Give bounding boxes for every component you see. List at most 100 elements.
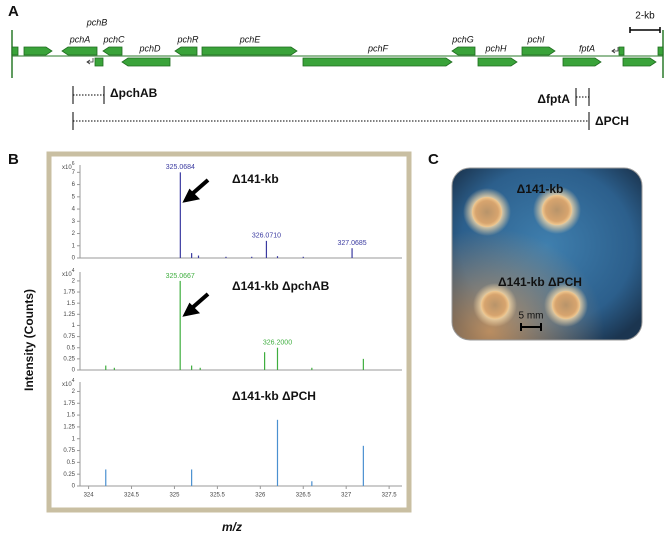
y-multiplier: x104 xyxy=(62,378,75,387)
peak-label: 326.2000 xyxy=(263,340,292,347)
y-tick-label: 1.5 xyxy=(67,413,76,419)
y-tick-label: 0 xyxy=(72,368,76,374)
y-tick-label: 2 xyxy=(72,231,76,237)
gene-label: pchA xyxy=(69,34,91,44)
gene-label: pchF xyxy=(367,43,389,53)
panel-label: A xyxy=(8,3,19,20)
promoter xyxy=(611,47,619,54)
multiplier-exp: 4 xyxy=(72,378,75,384)
y-tick-label: 5 xyxy=(72,194,76,200)
y-tick-label: 1.25 xyxy=(63,424,75,430)
x-tick-label: 324 xyxy=(84,493,95,499)
gene-label: pchC xyxy=(102,34,125,44)
gene xyxy=(174,46,198,56)
y-axis-label: Intensity (Counts) xyxy=(22,289,36,391)
y-tick-label: 0.25 xyxy=(63,472,75,478)
y-multiplier: x104 xyxy=(62,268,75,277)
y-tick-label: 1 xyxy=(72,323,76,329)
gene-label: pchR xyxy=(176,34,199,44)
y-tick-label: 0.5 xyxy=(67,345,76,351)
gene xyxy=(618,46,625,56)
y-multiplier: x106 xyxy=(62,161,75,170)
scale-bar xyxy=(629,27,661,33)
arrow xyxy=(182,292,210,317)
multiplier-base: x10 xyxy=(62,272,72,278)
x-tick-label: 327 xyxy=(341,493,352,499)
y-tick-label: 0.25 xyxy=(63,356,75,362)
peak-label: 325.0684 xyxy=(166,164,195,171)
y-tick-label: 0.75 xyxy=(63,334,75,340)
deletion-label: ΔPCH xyxy=(595,114,629,128)
gene xyxy=(521,46,556,56)
x-tick-label: 326 xyxy=(255,493,266,499)
gene xyxy=(451,46,476,56)
multiplier-exp: 6 xyxy=(72,161,75,167)
y-tick-label: 6 xyxy=(72,182,76,188)
spectra-frame xyxy=(46,151,412,513)
y-tick-label: 0.5 xyxy=(67,460,76,466)
multiplier-base: x10 xyxy=(62,165,72,171)
gene xyxy=(102,46,123,56)
photo-label: Δ141-kb ΔPCH xyxy=(498,275,582,289)
x-tick-label: 327.5 xyxy=(382,493,398,499)
gene xyxy=(121,57,171,67)
gene xyxy=(23,46,53,56)
gene xyxy=(477,57,518,67)
panel-label: C xyxy=(428,151,439,168)
y-tick-label: 0 xyxy=(72,484,76,490)
deletion-label: ΔfptA xyxy=(537,92,570,106)
gene-label: fptA xyxy=(579,43,595,53)
gene xyxy=(657,46,664,56)
gene xyxy=(562,57,602,67)
gene-label: pchB xyxy=(86,17,108,27)
deletion-label: ΔpchAB xyxy=(110,86,158,100)
peak-label: 326.0710 xyxy=(252,233,281,240)
spectrum-title: Δ141-kb xyxy=(232,172,279,186)
spectrum-title: Δ141-kb ΔPCH xyxy=(232,389,316,403)
plate-border xyxy=(451,167,643,341)
y-tick-label: 1.75 xyxy=(63,290,75,296)
gene xyxy=(61,46,98,56)
arrow xyxy=(182,178,210,203)
y-tick-label: 2 xyxy=(72,389,76,395)
multiplier-base: x10 xyxy=(62,382,72,388)
gene xyxy=(94,57,104,67)
gene-label: pchG xyxy=(451,34,474,44)
plate-photo xyxy=(452,168,642,340)
y-tick-label: 1.25 xyxy=(63,312,75,318)
x-tick-label: 324.5 xyxy=(124,493,140,499)
panel-label: B xyxy=(8,151,19,168)
gene-label: pchI xyxy=(526,34,545,44)
x-tick-label: 325 xyxy=(169,493,180,499)
y-tick-label: 0 xyxy=(72,256,76,262)
peak-label: 325.0667 xyxy=(166,273,195,280)
scale-label: 5 mm xyxy=(519,311,544,322)
scale-bar xyxy=(520,323,542,331)
x-tick-label: 326.5 xyxy=(296,493,312,499)
y-tick-label: 1 xyxy=(72,243,76,249)
multiplier-exp: 4 xyxy=(72,268,75,274)
x-axis-label: m/z xyxy=(222,520,242,534)
y-tick-label: 3 xyxy=(72,219,76,225)
peak-label: 327.0685 xyxy=(337,240,366,247)
y-tick-label: 4 xyxy=(72,207,76,213)
y-tick-label: 7 xyxy=(72,170,76,176)
gene-label: pchH xyxy=(484,43,507,53)
y-tick-label: 1.75 xyxy=(63,401,75,407)
scale-label: 2-kb xyxy=(635,11,655,22)
y-tick-label: 2 xyxy=(72,278,76,284)
y-tick-label: 0.75 xyxy=(63,448,75,454)
promoter xyxy=(86,58,94,65)
gene xyxy=(302,57,453,67)
gene xyxy=(201,46,298,56)
gene xyxy=(622,57,657,67)
x-tick-label: 325.5 xyxy=(210,493,226,499)
spectrum-title: Δ141-kb ΔpchAB xyxy=(232,279,330,293)
gene-label: pchD xyxy=(138,43,161,53)
gene-label: pchE xyxy=(239,34,262,44)
y-tick-label: 1.5 xyxy=(67,301,76,307)
y-tick-label: 1 xyxy=(72,436,76,442)
gene xyxy=(11,46,19,56)
photo-label: Δ141-kb xyxy=(517,182,564,196)
